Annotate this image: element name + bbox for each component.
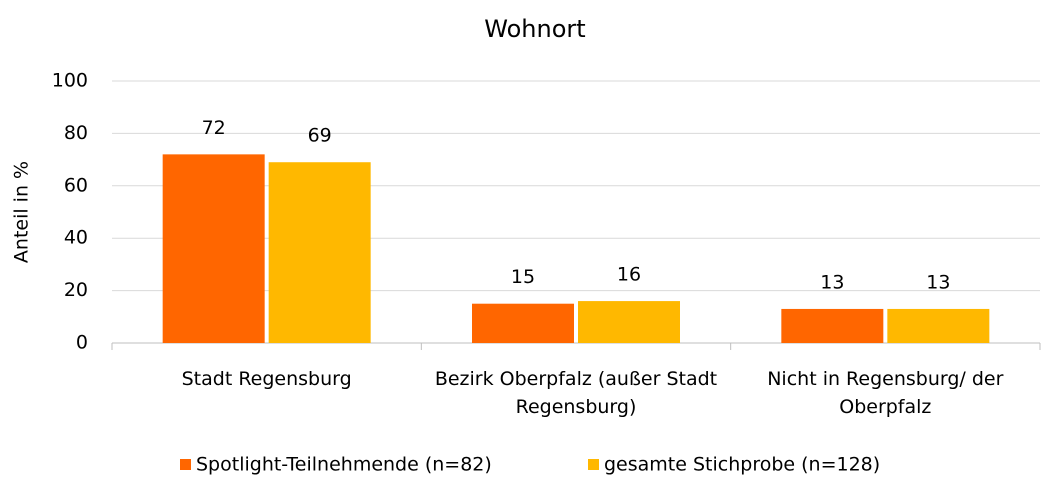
data-label: 13 <box>820 271 844 293</box>
bar <box>472 303 574 343</box>
legend-label: gesamte Stichprobe (n=128) <box>604 454 880 476</box>
bar <box>578 301 680 343</box>
x-tick-label: Nicht in Regensburg/ der Oberpfalz <box>767 368 1004 418</box>
y-tick-label: 20 <box>64 279 88 301</box>
x-tick-label: Stadt Regensburg <box>181 368 352 390</box>
data-label: 72 <box>202 117 226 139</box>
y-tick-label: 0 <box>76 332 88 354</box>
y-tick-label: 60 <box>64 174 88 196</box>
y-tick-label: 100 <box>52 70 88 92</box>
legend-label: Spotlight-Teilnehmende (n=82) <box>196 454 492 476</box>
legend-swatch <box>180 459 191 470</box>
bar <box>268 162 371 343</box>
bar <box>162 154 265 343</box>
y-tick-label: 80 <box>64 122 88 144</box>
legend-swatch <box>588 459 599 470</box>
chart-title: Wohnort <box>484 15 585 43</box>
y-tick-label: 40 <box>64 227 88 249</box>
bar <box>781 308 884 343</box>
data-label: 69 <box>308 125 332 147</box>
data-label: 15 <box>511 266 535 288</box>
data-label: 16 <box>617 264 641 286</box>
bar <box>887 308 990 343</box>
data-label: 13 <box>926 271 950 293</box>
y-axis-label: Anteil in % <box>11 161 33 263</box>
x-tick-label: Bezirk Oberpfalz (außer Stadt Regensburg… <box>434 368 718 418</box>
